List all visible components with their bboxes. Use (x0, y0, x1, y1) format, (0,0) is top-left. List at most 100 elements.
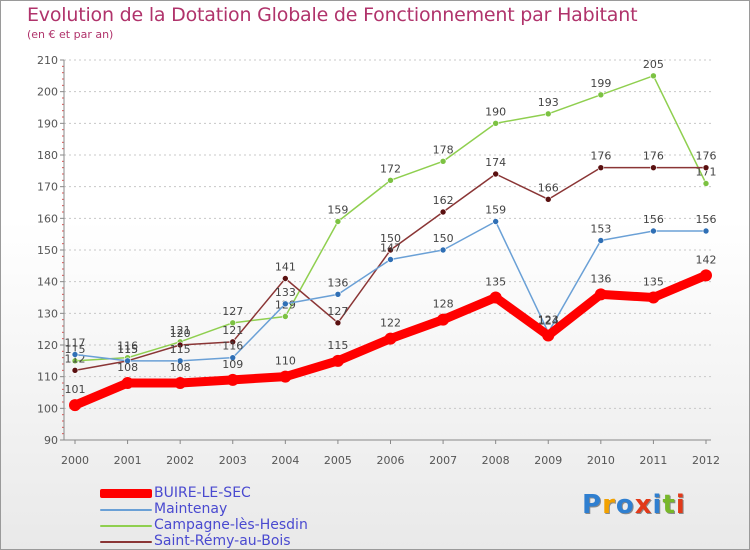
data-point-buire-le-sec (69, 399, 81, 412)
y-tick-label: 180 (37, 149, 58, 162)
data-label-saint-remy-au-bois: 176 (696, 150, 717, 163)
data-point-maintenay (282, 300, 289, 308)
data-label-saint-remy-au-bois: 176 (590, 150, 611, 163)
data-label-buire-le-sec: 110 (275, 355, 296, 368)
data-point-buire-le-sec (331, 354, 344, 367)
data-point-buire-le-sec (647, 291, 660, 304)
data-point-maintenay (334, 291, 342, 298)
data-point-maintenay (387, 256, 394, 263)
data-label-saint-remy-au-bois: 127 (327, 305, 348, 318)
data-label-maintenay: 150 (433, 232, 454, 245)
data-point-buire-le-sec (174, 377, 187, 389)
data-point-buire-le-sec (594, 288, 607, 301)
data-label-buire-le-sec: 115 (327, 339, 348, 352)
data-label-campagne-les-hesdin: 116 (117, 340, 138, 353)
data-label-maintenay: 124 (538, 314, 559, 327)
data-point-campagne-les-hesdin (650, 72, 657, 80)
legend-label: Maintenay (154, 501, 228, 517)
data-point-buire-le-sec (121, 377, 134, 389)
data-point-saint-remy-au-bois (282, 275, 289, 282)
y-tick-label: 90 (44, 434, 58, 447)
data-point-campagne-les-hesdin (492, 120, 499, 127)
y-tick-label: 210 (37, 54, 58, 67)
logo-letter: x (634, 490, 653, 520)
data-point-campagne-les-hesdin (229, 319, 237, 327)
data-label-saint-remy-au-bois: 162 (433, 194, 454, 207)
data-label-saint-remy-au-bois: 174 (485, 156, 506, 169)
data-point-saint-remy-au-bois (597, 164, 605, 171)
legend-swatch (100, 489, 152, 498)
data-label-buire-le-sec: 136 (590, 272, 611, 285)
data-label-saint-remy-au-bois: 150 (380, 232, 401, 245)
data-point-maintenay (702, 227, 710, 235)
data-point-maintenay (124, 357, 131, 365)
data-label-campagne-les-hesdin: 190 (485, 105, 506, 118)
data-point-maintenay (650, 227, 657, 235)
data-label-campagne-les-hesdin: 115 (65, 343, 86, 356)
data-label-buire-le-sec: 123 (538, 314, 559, 327)
data-point-maintenay (439, 246, 447, 254)
legend-item-buire-le-sec: BUIRE-LE-SEC (100, 485, 360, 502)
y-tick-label: 140 (37, 276, 58, 289)
data-point-campagne-les-hesdin (334, 218, 342, 225)
data-label-saint-remy-au-bois: 166 (538, 181, 559, 194)
data-label-campagne-les-hesdin: 127 (222, 305, 243, 318)
x-tick-label: 2011 (639, 454, 667, 467)
legend-label: Saint-Rémy-au-Bois (154, 533, 291, 549)
legend-swatch (100, 525, 152, 527)
y-tick-label: 110 (37, 371, 58, 384)
data-point-saint-remy-au-bois (650, 164, 657, 171)
legend-swatch (100, 541, 152, 543)
logo-letter: P (582, 490, 603, 520)
data-label-campagne-les-hesdin: 121 (170, 324, 191, 337)
y-tick-label: 120 (37, 339, 58, 352)
data-label-maintenay: 156 (696, 213, 717, 226)
data-point-maintenay (176, 357, 184, 365)
y-tick-label: 200 (37, 86, 58, 99)
data-point-saint-remy-au-bois (702, 164, 710, 171)
data-point-campagne-les-hesdin (544, 110, 552, 118)
data-label-maintenay: 156 (643, 213, 664, 226)
data-label-buire-le-sec: 135 (643, 276, 664, 289)
data-label-saint-remy-au-bois: 121 (222, 324, 243, 337)
data-point-maintenay (229, 354, 237, 361)
data-label-maintenay: 133 (275, 286, 296, 299)
data-point-buire-le-sec (437, 313, 450, 326)
data-label-buire-le-sec: 142 (696, 253, 717, 266)
data-label-maintenay: 136 (327, 276, 348, 289)
data-label-campagne-les-hesdin: 171 (696, 166, 717, 179)
data-point-campagne-les-hesdin (597, 91, 605, 99)
data-point-buire-le-sec (542, 329, 555, 342)
data-point-buire-le-sec (489, 291, 502, 304)
y-tick-label: 100 (37, 402, 58, 415)
data-point-buire-le-sec (279, 370, 292, 383)
data-label-campagne-les-hesdin: 172 (380, 162, 401, 175)
data-label-buire-le-sec: 108 (117, 361, 138, 374)
data-point-maintenay (71, 351, 79, 358)
data-label-maintenay: 147 (380, 242, 401, 255)
logo-letter: o (615, 490, 635, 520)
data-label-buire-le-sec: 122 (380, 317, 401, 330)
data-label-maintenay: 115 (170, 343, 191, 356)
data-point-saint-remy-au-bois (71, 367, 79, 374)
data-label-maintenay: 159 (485, 204, 506, 217)
x-tick-label: 2002 (166, 454, 194, 467)
data-label-campagne-les-hesdin: 193 (538, 96, 559, 109)
logo-letter: i (675, 490, 686, 520)
data-label-saint-remy-au-bois: 141 (275, 261, 296, 274)
data-label-maintenay: 116 (222, 340, 243, 353)
data-point-campagne-les-hesdin (702, 180, 710, 187)
data-point-campagne-les-hesdin (71, 357, 79, 365)
x-tick-label: 2009 (534, 454, 562, 467)
y-tick-label: 150 (37, 244, 58, 257)
x-tick-label: 2006 (377, 454, 405, 467)
data-label-saint-remy-au-bois: 176 (643, 150, 664, 163)
data-point-campagne-les-hesdin (387, 177, 394, 184)
data-point-saint-remy-au-bois (544, 196, 552, 203)
x-tick-label: 2008 (482, 454, 510, 467)
data-label-buire-le-sec: 108 (170, 361, 191, 374)
data-label-buire-le-sec: 128 (433, 298, 454, 311)
data-point-saint-remy-au-bois (176, 341, 184, 349)
data-point-campagne-les-hesdin (439, 158, 447, 165)
